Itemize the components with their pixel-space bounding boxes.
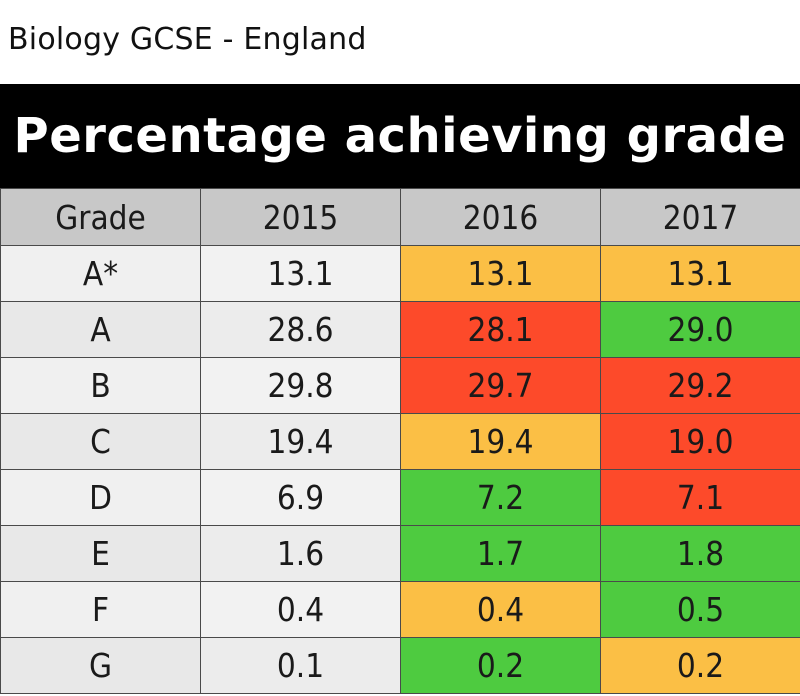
value-cell: 13.1 [200, 245, 401, 302]
header-row: Grade 2015 2016 2017 [0, 188, 800, 246]
value-cell: 29.8 [200, 357, 401, 414]
table-row: A* 13.1 13.1 13.1 [0, 245, 800, 302]
page-subtitle: Biology GCSE - England [8, 22, 367, 57]
table-row: B 29.8 29.7 29.2 [0, 357, 800, 414]
value-cell: 0.2 [600, 637, 800, 694]
table-title: Percentage achieving grade [13, 108, 787, 164]
value-cell: 29.7 [400, 357, 601, 414]
value-cell: 19.0 [600, 413, 800, 470]
value-cell: 19.4 [200, 413, 401, 470]
value-cell: 7.1 [600, 469, 800, 526]
table-row: F 0.4 0.4 0.5 [0, 581, 800, 638]
value-cell: 0.4 [200, 581, 401, 638]
table-title-bar: Percentage achieving grade [0, 84, 800, 188]
grade-cell: A [0, 301, 201, 358]
table-body: A* 13.1 13.1 13.1 A 28.6 28.1 29.0 B 29.8 29.7 29.2… [0, 245, 800, 694]
value-cell: 0.5 [600, 581, 800, 638]
table-row: C 19.4 19.4 19.0 [0, 413, 800, 470]
grade-cell: A* [0, 245, 201, 302]
column-header: Grade [0, 188, 201, 246]
grade-grid: Grade 2015 2016 2017 A* 13.1 13.1 13.1 A 28.6… [0, 188, 800, 694]
table-row: G 0.1 0.2 0.2 [0, 637, 800, 694]
grade-table: Percentage achieving grade Grade 2015 20… [0, 84, 800, 696]
grade-cell: C [0, 413, 201, 470]
column-header: 2015 [200, 188, 401, 246]
value-cell: 7.2 [400, 469, 601, 526]
column-header: 2017 [600, 188, 800, 246]
value-cell: 1.8 [600, 525, 800, 582]
table-row: E 1.6 1.7 1.8 [0, 525, 800, 582]
value-cell: 28.1 [400, 301, 601, 358]
value-cell: 13.1 [600, 245, 800, 302]
value-cell: 29.2 [600, 357, 800, 414]
value-cell: 13.1 [400, 245, 601, 302]
value-cell: 6.9 [200, 469, 401, 526]
grade-cell: E [0, 525, 201, 582]
value-cell: 0.2 [400, 637, 601, 694]
table-row: D 6.9 7.2 7.1 [0, 469, 800, 526]
grade-cell: G [0, 637, 201, 694]
value-cell: 19.4 [400, 413, 601, 470]
column-header: 2016 [400, 188, 601, 246]
table-row: A 28.6 28.1 29.0 [0, 301, 800, 358]
value-cell: 0.4 [400, 581, 601, 638]
value-cell: 1.6 [200, 525, 401, 582]
grade-cell: F [0, 581, 201, 638]
value-cell: 29.0 [600, 301, 800, 358]
grade-cell: D [0, 469, 201, 526]
value-cell: 1.7 [400, 525, 601, 582]
value-cell: 0.1 [200, 637, 401, 694]
grade-cell: B [0, 357, 201, 414]
value-cell: 28.6 [200, 301, 401, 358]
